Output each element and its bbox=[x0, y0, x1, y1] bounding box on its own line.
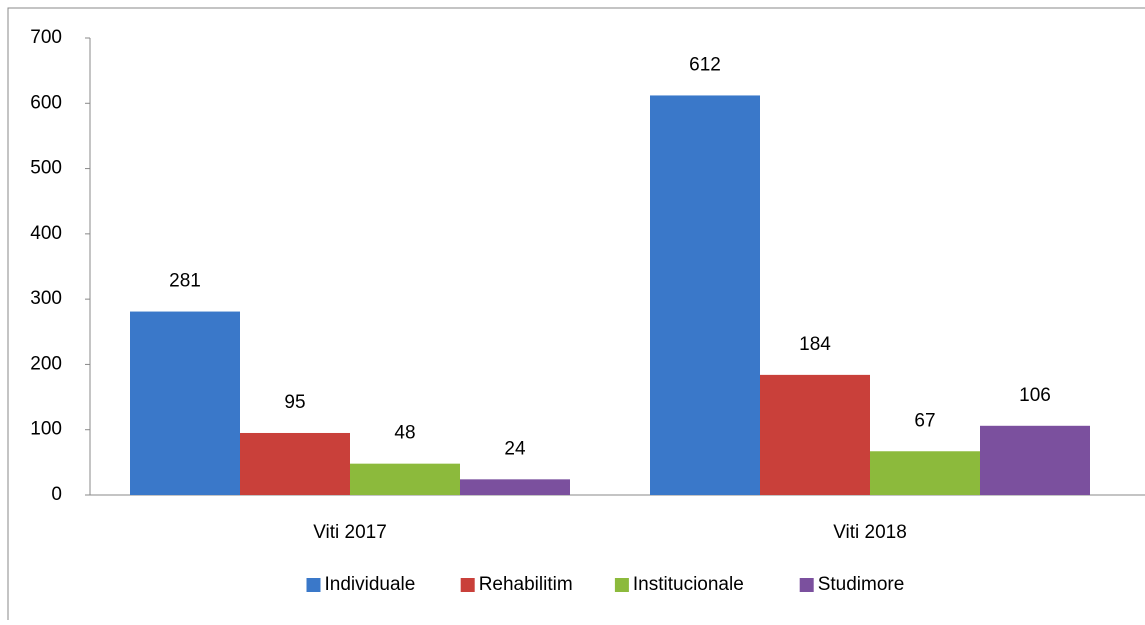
data-label: 95 bbox=[284, 392, 305, 413]
legend-swatch bbox=[799, 578, 814, 592]
bar bbox=[130, 311, 240, 495]
legend-label: Studimore bbox=[818, 574, 905, 595]
legend-swatch bbox=[306, 578, 321, 592]
legend-swatch bbox=[614, 578, 629, 592]
x-tick-label: Viti 2017 bbox=[313, 522, 387, 543]
bar bbox=[760, 374, 870, 495]
y-tick-label: 400 bbox=[30, 223, 62, 244]
y-tick-label: 700 bbox=[30, 27, 62, 48]
data-label: 106 bbox=[1019, 385, 1051, 406]
y-tick-label: 100 bbox=[30, 419, 62, 440]
legend-label: Individuale bbox=[325, 574, 416, 595]
legend-label: Rehabilitim bbox=[479, 574, 573, 595]
y-tick-label: 300 bbox=[30, 288, 62, 309]
data-label: 184 bbox=[799, 334, 831, 355]
data-label: 612 bbox=[689, 54, 721, 75]
y-tick-label: 0 bbox=[51, 484, 62, 505]
data-label: 281 bbox=[169, 271, 201, 292]
bar bbox=[650, 95, 760, 496]
data-label: 24 bbox=[504, 438, 526, 459]
x-tick-label: Viti 2018 bbox=[833, 522, 907, 543]
data-label: 48 bbox=[394, 423, 415, 444]
bar bbox=[870, 451, 980, 495]
y-tick-label: 600 bbox=[30, 92, 62, 113]
legend-swatch bbox=[460, 578, 475, 592]
bar bbox=[350, 463, 460, 495]
bar bbox=[980, 425, 1090, 495]
y-tick-label: 500 bbox=[30, 158, 62, 179]
legend-label: Institucionale bbox=[633, 574, 744, 595]
bar bbox=[240, 432, 350, 495]
bar bbox=[460, 479, 570, 495]
y-tick-label: 200 bbox=[30, 353, 62, 374]
data-label: 67 bbox=[914, 410, 935, 431]
